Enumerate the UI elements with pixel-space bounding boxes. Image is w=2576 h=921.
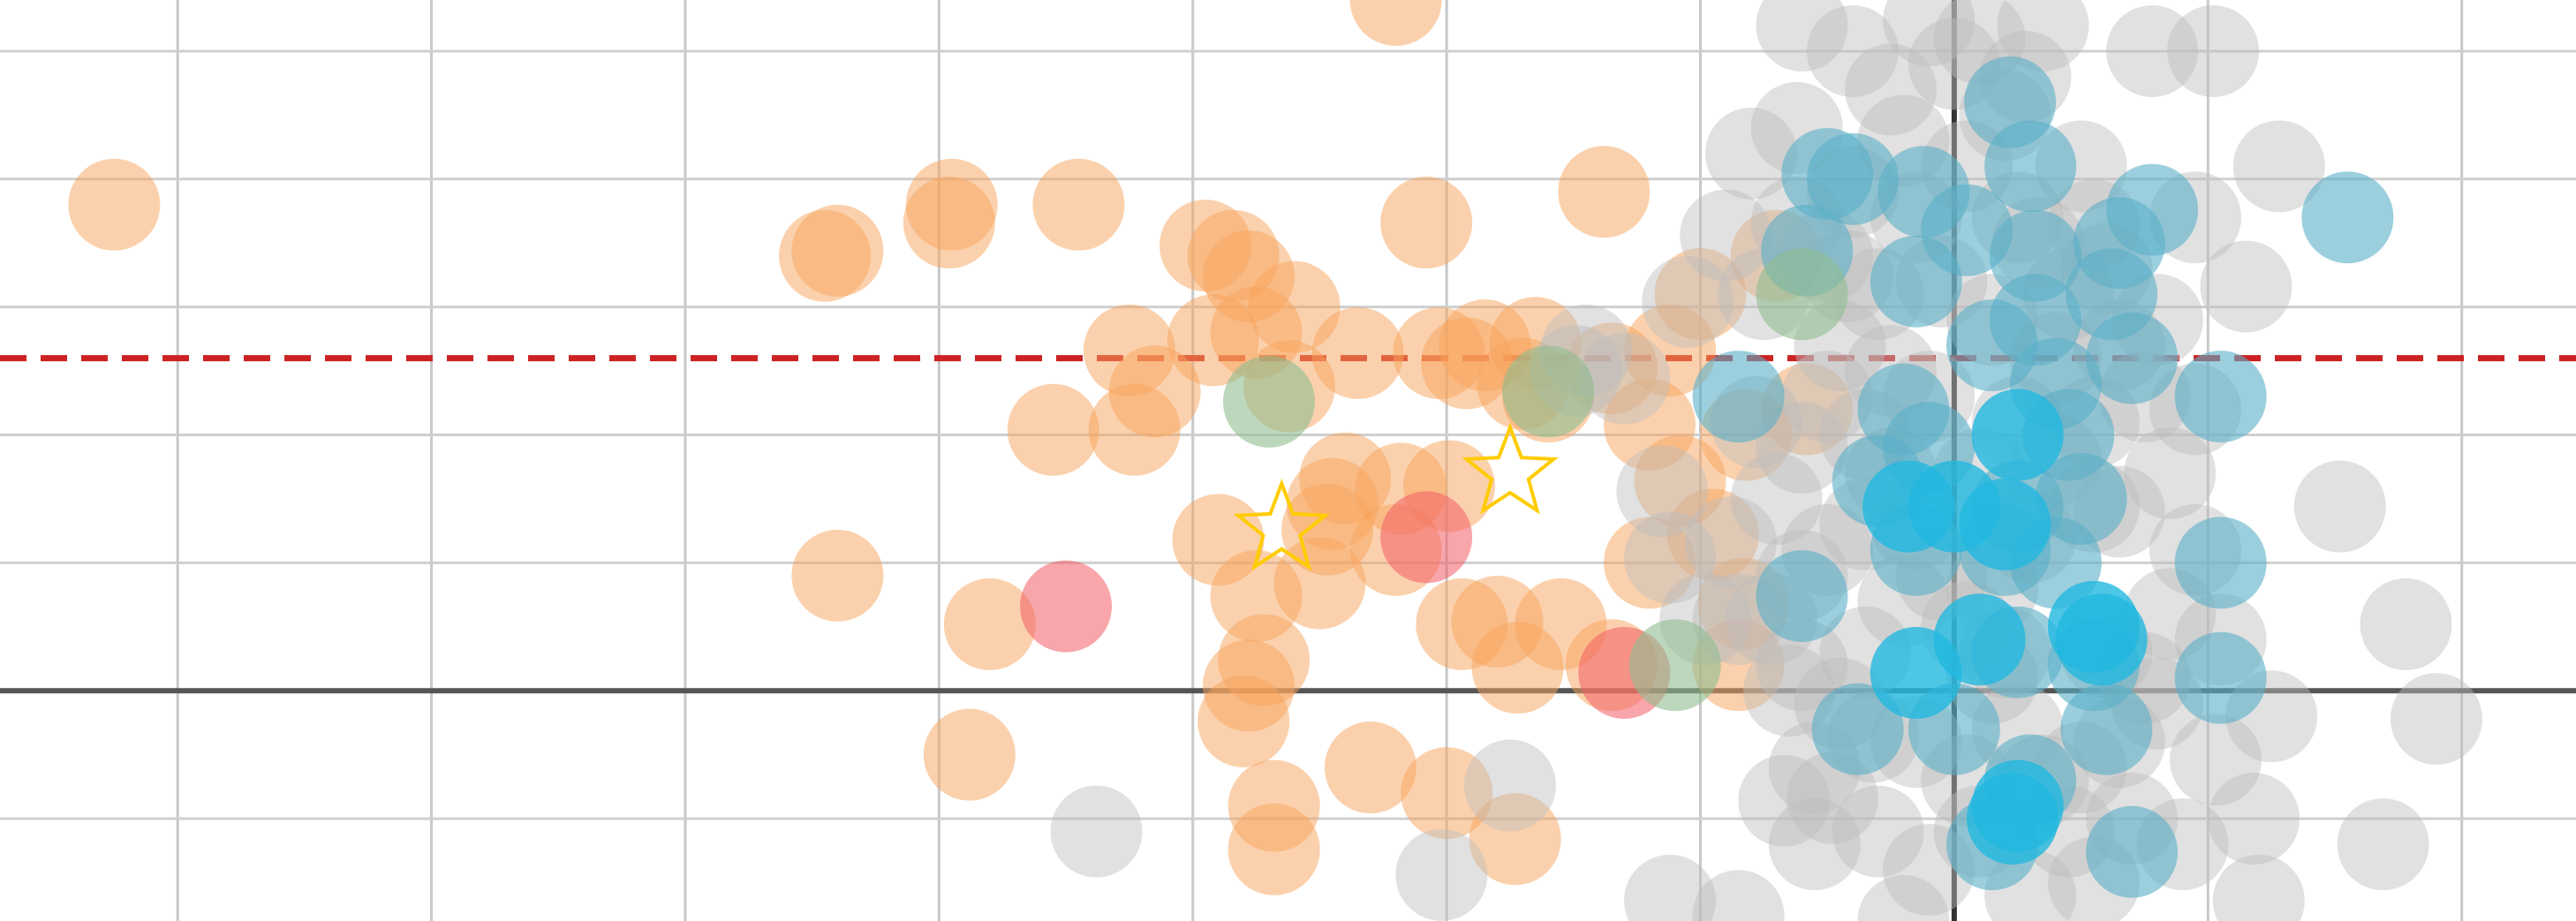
star-marker-0-0 xyxy=(1233,479,1331,571)
point-s2-49 xyxy=(1756,402,1848,494)
point-s0-5 xyxy=(905,158,998,251)
point-s3-26 xyxy=(1811,683,1904,775)
point-s0-55 xyxy=(1380,177,1473,269)
point-s3-16 xyxy=(2301,171,2394,264)
point-s2-44 xyxy=(1768,798,1861,891)
point-s2-66 xyxy=(2124,427,2217,519)
point-s5-1 xyxy=(1502,345,1595,438)
point-s2-46 xyxy=(1743,645,1836,737)
point-s4-5 xyxy=(1933,593,2026,686)
point-s2-39 xyxy=(2208,773,2300,865)
point-s2-11 xyxy=(1624,854,1717,921)
point-s2-14 xyxy=(1883,0,1975,67)
point-s3-15 xyxy=(2106,163,2199,256)
point-s2-29 xyxy=(2232,120,2325,213)
point-s0-58 xyxy=(1349,0,1442,46)
point-s3-21 xyxy=(2086,805,2179,898)
point-s2-36 xyxy=(2390,673,2482,766)
point-s0-12 xyxy=(1083,304,1175,396)
point-s4-3 xyxy=(1862,460,1955,553)
point-s3-2 xyxy=(1692,351,1785,443)
point-s3-35 xyxy=(2086,312,2179,404)
point-s2-99 xyxy=(1730,452,1823,545)
point-s0-43 xyxy=(1558,146,1651,238)
point-s2-76 xyxy=(1845,43,1938,136)
point-s2-12 xyxy=(1692,870,1785,921)
point-s2-42 xyxy=(1786,751,1878,844)
point-s2-28 xyxy=(2167,4,2260,97)
point-s2-5 xyxy=(1616,445,1709,538)
star-marker-0-1 xyxy=(1462,422,1559,515)
point-s2-103 xyxy=(1997,0,2089,72)
point-s2-40 xyxy=(2169,713,2262,806)
point-s2-104 xyxy=(1704,107,1797,200)
point-s0-61 xyxy=(1421,317,1514,410)
point-s0-1 xyxy=(791,529,884,622)
point-s2-17 xyxy=(1680,189,1772,282)
point-s2-6 xyxy=(1624,511,1717,604)
point-s0-60 xyxy=(1228,759,1320,852)
point-s4-0 xyxy=(1971,389,2064,481)
point-s0-8 xyxy=(1007,383,1099,476)
point-s0-50 xyxy=(1666,488,1759,581)
point-s4-7 xyxy=(2055,593,2148,686)
point-s3-34 xyxy=(1870,235,1962,328)
point-s2-0 xyxy=(1050,785,1143,878)
point-s2-34 xyxy=(2293,460,2386,553)
point-s0-19 xyxy=(1248,260,1341,353)
point-s0-32 xyxy=(1197,676,1290,768)
point-s2-1 xyxy=(1395,828,1488,921)
point-s3-33 xyxy=(1806,132,1899,225)
point-s0-59 xyxy=(1469,793,1561,886)
point-s0-9 xyxy=(1088,383,1181,476)
point-s2-51 xyxy=(1781,351,1874,443)
point-s0-6 xyxy=(1032,158,1125,251)
point-s2-2 xyxy=(1463,739,1556,832)
point-s5-2 xyxy=(1756,248,1848,341)
point-s2-87 xyxy=(1832,785,1924,878)
data-points xyxy=(68,0,2482,921)
point-s0-0 xyxy=(68,158,161,251)
point-s0-11 xyxy=(923,708,1016,801)
point-s0-3 xyxy=(791,204,884,297)
point-s2-4 xyxy=(1578,332,1671,425)
point-s0-48 xyxy=(1624,304,1717,396)
point-s2-15 xyxy=(1756,0,1848,72)
point-s3-19 xyxy=(2174,631,2267,724)
point-s3-25 xyxy=(1756,550,1848,643)
point-s2-112 xyxy=(1756,619,1848,712)
point-s2-43 xyxy=(1857,875,1950,921)
point-s0-33 xyxy=(1324,721,1416,814)
point-s1-1 xyxy=(1380,491,1473,584)
highlighted-points xyxy=(1233,422,1559,571)
point-s5-3 xyxy=(1628,619,1721,712)
point-s2-13 xyxy=(1738,754,1831,847)
point-s0-21 xyxy=(1311,306,1404,399)
point-s0-10 xyxy=(943,578,1036,670)
point-s1-0 xyxy=(1020,560,1113,653)
point-s0-34 xyxy=(1401,747,1493,840)
point-s3-4 xyxy=(1984,120,2077,213)
point-s2-19 xyxy=(1642,255,1734,348)
point-s3-17 xyxy=(2174,351,2267,443)
point-s0-54 xyxy=(1692,619,1785,712)
point-s2-38 xyxy=(2212,854,2305,921)
point-s2-37 xyxy=(2337,798,2429,891)
point-s2-30 xyxy=(2200,240,2293,333)
point-s2-9 xyxy=(1684,496,1777,589)
point-s2-27 xyxy=(2106,4,2199,97)
point-s3-18 xyxy=(2174,517,2267,609)
point-s4-9 xyxy=(1966,773,2059,865)
point-s2-35 xyxy=(2360,578,2452,670)
point-s5-0 xyxy=(1222,355,1315,448)
point-s2-101 xyxy=(1806,4,1899,97)
